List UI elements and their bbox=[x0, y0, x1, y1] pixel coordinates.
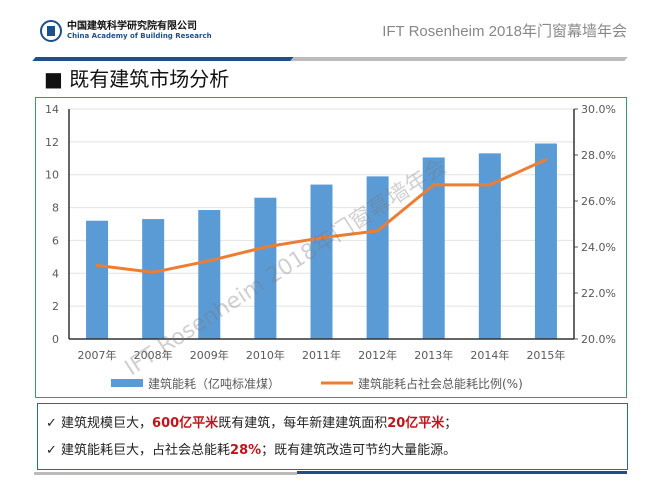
footer-divider-gray bbox=[34, 472, 297, 475]
bar bbox=[86, 220, 109, 339]
building-logo-icon bbox=[40, 20, 62, 42]
y2-tick-label: 24.0% bbox=[581, 241, 616, 254]
x-tick-label: 2007年 bbox=[78, 348, 117, 362]
line-point bbox=[320, 236, 323, 240]
bullet-item: ✓ 建筑能耗巨大，占社会总能耗28%；既有建筑改造可节约大量能源。 bbox=[46, 437, 619, 464]
bar bbox=[478, 153, 501, 339]
line-point bbox=[151, 270, 155, 274]
x-tick-label: 2014年 bbox=[470, 348, 509, 362]
bullet-text: ；既有建筑改造可节约大量能源。 bbox=[261, 443, 457, 458]
bar bbox=[254, 197, 277, 339]
line-point bbox=[488, 183, 492, 187]
line-point bbox=[432, 183, 436, 187]
y2-tick-label: 30.0% bbox=[581, 103, 616, 116]
y-tick-label: 8 bbox=[52, 202, 59, 215]
y-tick-label: 10 bbox=[45, 169, 59, 182]
line-point bbox=[376, 229, 380, 233]
title-text: 既有建筑市场分析 bbox=[69, 67, 230, 91]
chart-container: 0 2 4 6 8 10 12 14 20.0% 22.0% 24.0% 26.0% 28.0% 30.0… bbox=[35, 97, 627, 398]
bar bbox=[198, 210, 221, 339]
bullet-box: ✓ 建筑规模巨大，600亿平米既有建筑，每年新建建筑面积20亿平米； ✓ 建筑能耗… bbox=[37, 403, 628, 470]
y-tick-label: 6 bbox=[52, 234, 59, 247]
highlight-text: 600亿平米 bbox=[152, 416, 219, 431]
y2-tick-label: 26.0% bbox=[581, 195, 616, 208]
x-tick-label: 2013年 bbox=[414, 348, 453, 362]
line-point bbox=[263, 245, 267, 249]
y-tick-label: 4 bbox=[52, 267, 59, 280]
bullet-text: 既有建筑，每年新建建筑面积 bbox=[218, 416, 388, 431]
legend-label-line: 建筑能耗占社会总能耗比例(%) bbox=[358, 376, 523, 391]
y-tick-label: 2 bbox=[52, 300, 59, 313]
bar bbox=[310, 184, 333, 339]
x-tick-label: 2010年 bbox=[246, 348, 285, 362]
org-name-en: China Academy of Building Research bbox=[67, 32, 212, 40]
bullet-text: 建筑能耗巨大，占社会总能耗 bbox=[61, 443, 231, 458]
bullet-text: ； bbox=[444, 416, 458, 431]
combo-chart: 0 2 4 6 8 10 12 14 20.0% 22.0% 24.0% 26.0% 28.0% 30.0… bbox=[45, 103, 616, 391]
bullet-item: ✓ 建筑规模巨大，600亿平米既有建筑，每年新建建筑面积20亿平米； bbox=[46, 410, 619, 437]
bullet-text: 建筑规模巨大， bbox=[61, 416, 153, 431]
y-tick-label: 14 bbox=[45, 103, 59, 116]
check-icon: ✓ bbox=[46, 443, 62, 458]
header-divider-gray bbox=[290, 57, 628, 61]
check-icon: ✓ bbox=[46, 416, 62, 431]
conference-title: IFT Rosenheim 2018年门窗幕墙年会 bbox=[382, 23, 627, 40]
line-point bbox=[544, 158, 548, 162]
x-tick-label: 2011年 bbox=[302, 348, 341, 362]
highlight-text: 28% bbox=[230, 443, 262, 458]
title-bullet: ■ bbox=[44, 67, 63, 91]
y2-tick-label: 28.0% bbox=[581, 149, 616, 162]
slide-title: ■ 既有建筑市场分析 bbox=[44, 63, 229, 92]
bar bbox=[142, 219, 165, 339]
bar bbox=[366, 176, 389, 339]
x-tick-label: 2015年 bbox=[526, 348, 565, 362]
line-point bbox=[95, 263, 99, 267]
y-tick-label: 0 bbox=[52, 333, 59, 346]
x-tick-label: 2008年 bbox=[134, 348, 173, 362]
bar bbox=[422, 157, 445, 339]
header-divider-blue bbox=[32, 57, 294, 61]
legend-label-bar: 建筑能耗（亿吨标准煤） bbox=[148, 376, 280, 391]
y2-tick-label: 22.0% bbox=[581, 287, 616, 300]
bar bbox=[534, 143, 557, 339]
org-logo: 中国建筑科学研究院有限公司 China Academy of Building … bbox=[40, 20, 212, 42]
y2-tick-label: 20.0% bbox=[581, 333, 616, 346]
org-name-cn: 中国建筑科学研究院有限公司 bbox=[67, 21, 197, 32]
x-tick-label: 2009年 bbox=[190, 348, 229, 362]
highlight-text: 20亿平米 bbox=[387, 416, 445, 431]
x-tick-label: 2012年 bbox=[358, 348, 397, 362]
y-tick-label: 12 bbox=[45, 136, 59, 149]
line-point bbox=[207, 259, 211, 263]
legend-swatch-bar bbox=[111, 379, 143, 387]
footer-divider-blue bbox=[297, 471, 627, 474]
